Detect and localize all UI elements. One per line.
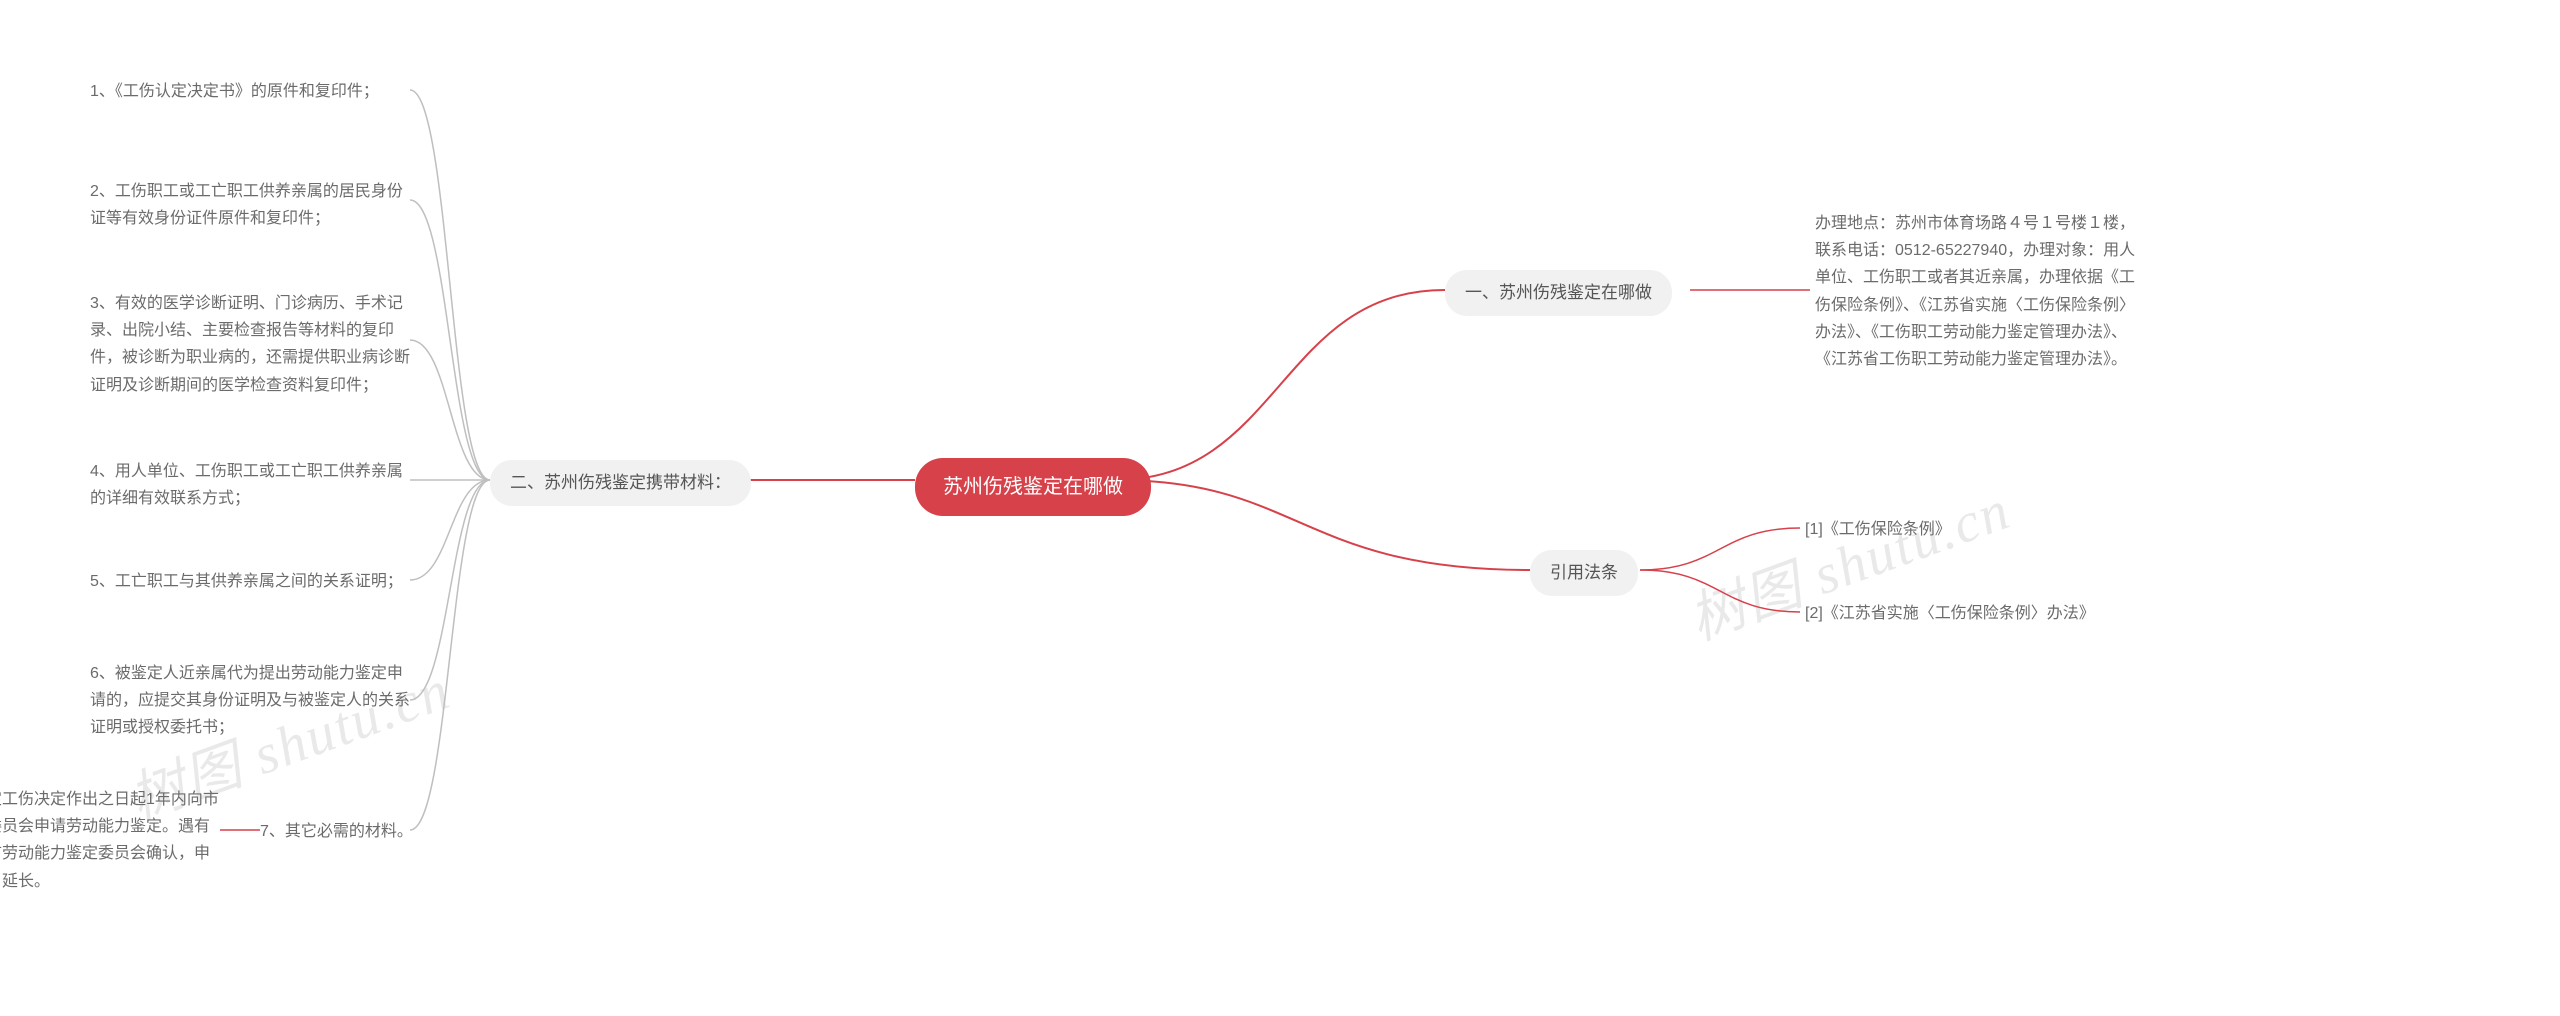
branch-right-1-label: 一、苏州伤残鉴定在哪做 bbox=[1465, 283, 1652, 302]
branch-left: 二、苏州伤残鉴定携带材料： bbox=[490, 460, 751, 506]
left-item-4: 4、用人单位、工伤职工或工亡职工供养亲属的详细有效联系方式； bbox=[90, 458, 410, 512]
branch-right-1: 一、苏州伤残鉴定在哪做 bbox=[1445, 270, 1672, 316]
right-1-detail: 办理地点：苏州市体育场路４号１号楼１楼，联系电话：0512-65227940，办… bbox=[1815, 210, 2145, 373]
left-item-7: 7、其它必需的材料。 bbox=[260, 818, 420, 845]
center-node: 苏州伤残鉴定在哪做 bbox=[915, 458, 1151, 516]
watermark: 树图 shutu.cn bbox=[1676, 465, 2020, 656]
left-item-7-detail: 办理时间：认定工伤决定作出之日起1年内向市劳动能力鉴定委员会申请劳动能力鉴定。遇… bbox=[0, 786, 220, 895]
right-2-item1: [1]《工伤保险条例》 bbox=[1805, 516, 1951, 543]
branch-left-label: 二、苏州伤残鉴定携带材料： bbox=[510, 473, 731, 492]
right-2-item2: [2]《江苏省实施〈工伤保险条例〉办法》 bbox=[1805, 600, 2095, 627]
branch-right-2-label: 引用法条 bbox=[1550, 563, 1618, 582]
left-item-5: 5、工亡职工与其供养亲属之间的关系证明； bbox=[90, 568, 410, 595]
center-label: 苏州伤残鉴定在哪做 bbox=[943, 476, 1123, 498]
branch-right-2: 引用法条 bbox=[1530, 550, 1638, 596]
left-item-3: 3、有效的医学诊断证明、门诊病历、手术记录、出院小结、主要检查报告等材料的复印件… bbox=[90, 290, 410, 399]
left-item-6: 6、被鉴定人近亲属代为提出劳动能力鉴定申请的，应提交其身份证明及与被鉴定人的关系… bbox=[90, 660, 410, 742]
left-item-1: 1、《工伤认定决定书》的原件和复印件； bbox=[90, 78, 410, 105]
left-item-2: 2、工伤职工或工亡职工供养亲属的居民身份证等有效身份证件原件和复印件； bbox=[90, 178, 410, 232]
